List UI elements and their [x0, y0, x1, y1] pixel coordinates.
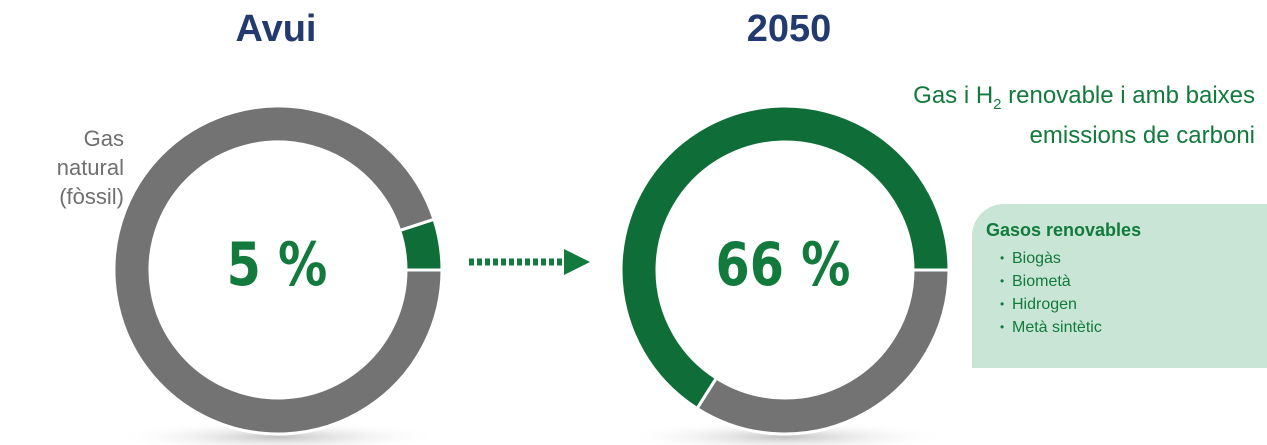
legend-item: • Metà sintètic [1000, 316, 1102, 339]
renewable-label-subscript: 2 [993, 95, 1002, 113]
donut-2050 [619, 104, 951, 436]
legend-item-label: Hidrogen [1012, 296, 1077, 313]
legend-item: • Biogàs [1000, 247, 1102, 270]
renewable-label-line2: emissions de carboni [1029, 121, 1255, 149]
fossil-label-line: (fòssil) [59, 184, 124, 209]
legend-item: • Biometà [1000, 270, 1102, 293]
center-label-today: 5 % [226, 230, 328, 300]
legend-item-label: Biometà [1012, 273, 1071, 290]
bullet-icon: • [1000, 320, 1005, 334]
bullet-icon: • [1000, 251, 1005, 265]
legend-item-label: Metà sintètic [1012, 319, 1102, 336]
fossil-label-line: natural [56, 155, 124, 180]
legend-title: Gasos renovables [986, 220, 1142, 240]
bullet-icon: • [1000, 274, 1005, 288]
chart-title-2050: 2050 [746, 8, 832, 50]
fossil-label-line: Gas [83, 126, 124, 151]
renewable-label-suffix: renovable i amb baixes [1001, 82, 1255, 109]
transition-arrow [469, 249, 590, 275]
legend-item: • Hidrogen [1000, 293, 1102, 316]
donut-slice-fossil [112, 104, 444, 436]
chart-title-today: Avui [235, 8, 317, 50]
center-label-2050: 66 % [715, 230, 851, 300]
legend-list: • Biogàs • Biometà • Hidrogen • Metà sintèti… [1000, 247, 1102, 339]
renewable-gases-legend: Gasos renovables • Biogàs • Biometà • Hidro… [972, 204, 1267, 368]
arrow-head [564, 249, 590, 275]
donut-today [112, 104, 444, 436]
fossil-gas-label: Gas natural (fòssil) [10, 124, 124, 211]
donut-slice-fossil [695, 268, 951, 436]
legend-item-label: Biogàs [1012, 250, 1061, 267]
renewable-label-prefix: Gas i H [913, 82, 994, 109]
renewable-gas-label: Gas i H2 renovable i amb baixes emission… [785, 80, 1255, 151]
donut-slice-renewable [619, 104, 951, 411]
bullet-icon: • [1000, 297, 1005, 311]
